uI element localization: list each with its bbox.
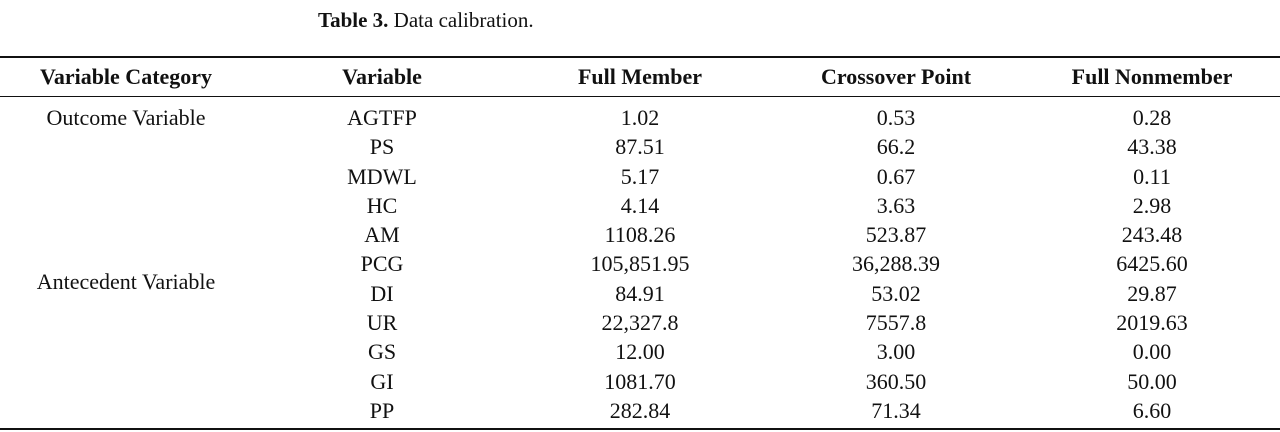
cell-full-nonmember: 0.00 [1132,339,1172,365]
header-crossover-point: Crossover Point [820,64,972,89]
cell-full-member: 4.14 [620,192,660,218]
cell-crossover-point: 3.63 [876,192,916,218]
table-row: UR 22,327.8 7557.8 2019.63 [0,308,1280,337]
cell-variable: DI [370,280,394,306]
cell-full-nonmember: 29.87 [1127,280,1177,306]
table-row: AM 1108.26 523.87 243.48 [0,220,1280,249]
cell-variable: GS [367,339,397,365]
cell-crossover-point: 71.34 [871,397,921,423]
table-row: PP 282.84 71.34 6.60 [0,396,1280,425]
cell-variable: MDWL [347,163,417,189]
cell-full-nonmember: 0.11 [1133,163,1171,189]
table-row: PS 87.51 66.2 43.38 [0,132,1280,161]
cell-full-nonmember: 43.38 [1127,134,1177,160]
cell-variable: AGTFP [347,105,417,130]
table-bottom-rule [0,428,1280,430]
cell-full-member: 22,327.8 [601,310,679,336]
table-row: GS 12.00 3.00 0.00 [0,337,1280,366]
cell-full-nonmember: 0.28 [1132,105,1172,130]
category-antecedent-variable: Antecedent Variable [36,269,216,294]
header-full-member: Full Member [577,64,703,89]
cell-crossover-point: 3.00 [876,339,916,365]
cell-full-member: 84.91 [615,280,665,306]
cell-full-nonmember: 243.48 [1121,222,1183,248]
table-header-rule [0,96,1280,97]
cell-full-nonmember: 2.98 [1132,192,1172,218]
header-variable: Variable [342,64,422,89]
cell-full-nonmember: 2019.63 [1116,310,1188,336]
cell-variable: UR [366,310,398,336]
table-row: HC 4.14 3.63 2.98 [0,191,1280,220]
cell-full-member: 1.02 [620,105,660,130]
table-caption-label: Table 3. [318,8,389,32]
table-row: MDWL 5.17 0.67 0.11 [0,162,1280,191]
table-row: GI 1081.70 360.50 50.00 [0,367,1280,396]
cell-variable: PP [369,397,395,423]
table-row: AGTFP 1.02 0.53 0.28 [0,103,1280,132]
cell-crossover-point: 36,288.39 [852,251,940,277]
header-full-nonmember: Full Nonmember [1071,64,1233,89]
cell-crossover-point: 66.2 [876,134,916,160]
cell-crossover-point: 360.50 [865,368,927,394]
cell-crossover-point: 523.87 [865,222,927,248]
cell-full-member: 282.84 [609,397,671,423]
table-row: PCG 105,851.95 36,288.39 6425.60 [0,249,1280,278]
category-outcome-variable: Outcome Variable [46,105,206,130]
table-row: DI 84.91 53.02 29.87 [0,279,1280,308]
table-body: AGTFP 1.02 0.53 0.28 PS 87.51 66.2 43.38 MDWL 5.1… [0,103,1280,425]
header-variable-category: Variable Category [39,64,213,89]
cell-full-nonmember: 50.00 [1127,368,1177,394]
cell-crossover-point: 0.53 [876,105,916,130]
cell-variable: PS [369,134,395,160]
cell-full-nonmember: 6.60 [1132,397,1172,423]
cell-full-member: 1108.26 [604,222,676,248]
cell-full-member: 87.51 [615,134,665,160]
cell-crossover-point: 0.67 [876,163,916,189]
cell-full-member: 1081.70 [604,368,676,394]
cell-variable: AM [364,222,400,248]
cell-variable: GI [370,368,394,394]
table-caption: Table 3. Data calibration. [318,6,534,34]
cell-variable: HC [366,192,398,218]
cell-variable: PCG [360,251,404,277]
cell-full-member: 105,851.95 [590,251,690,277]
cell-full-member: 5.17 [620,163,660,189]
table-top-rule [0,56,1280,58]
cell-crossover-point: 53.02 [871,280,921,306]
cell-crossover-point: 7557.8 [865,310,927,336]
table-caption-text: Data calibration. [393,8,534,32]
cell-full-member: 12.00 [615,339,665,365]
cell-full-nonmember: 6425.60 [1116,251,1188,277]
